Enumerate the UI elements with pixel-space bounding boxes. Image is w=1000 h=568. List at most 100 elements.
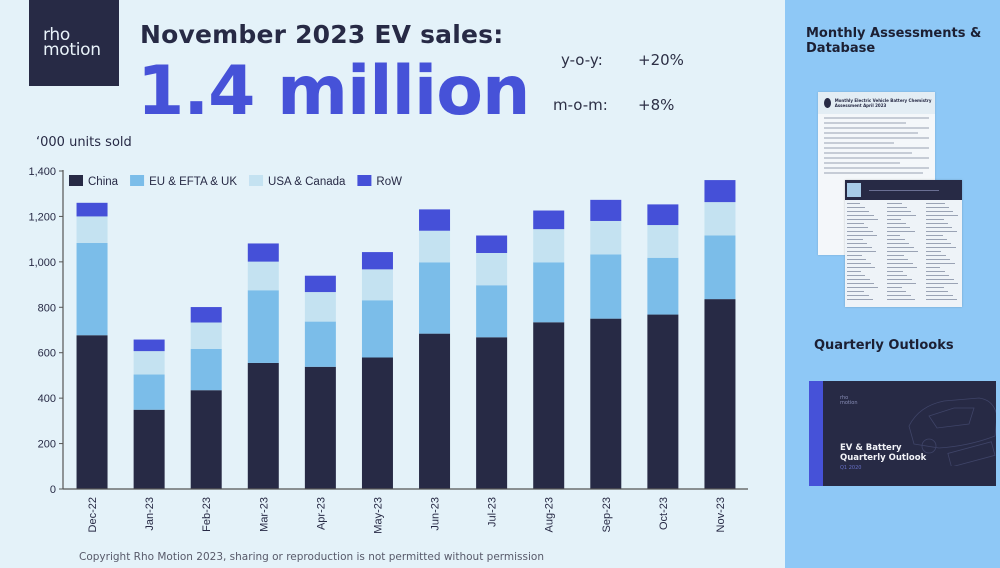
bar-segment-china-mar-23 bbox=[247, 362, 279, 489]
quarterly-outlooks-title: Quarterly Outlooks bbox=[814, 338, 954, 353]
copyright-notice: Copyright Rho Motion 2023, sharing or re… bbox=[79, 551, 544, 563]
y-tick-label: 1,200 bbox=[28, 211, 56, 223]
rho-motion-logo: rho motion bbox=[29, 0, 119, 86]
outlook-title: EV & Battery Quarterly Outlook bbox=[840, 443, 926, 463]
bar-segment-eu-efta-uk-jan-23 bbox=[133, 374, 165, 410]
database-header bbox=[845, 180, 962, 200]
doc-title: Monthly Electric Vehicle Battery Chemist… bbox=[834, 98, 932, 108]
bar-segment-row-nov-23 bbox=[704, 180, 736, 203]
database-thumbnail[interactable] bbox=[845, 180, 962, 307]
x-tick-label: May-23 bbox=[372, 497, 384, 534]
doc-logo-icon bbox=[824, 98, 831, 108]
legend-swatch-usa-canada bbox=[249, 175, 264, 186]
bar-segment-eu-efta-uk-nov-23 bbox=[704, 235, 736, 300]
bar-segment-eu-efta-uk-mar-23 bbox=[247, 290, 279, 363]
logo-line-2: motion bbox=[43, 40, 101, 60]
x-tick-label: Nov-23 bbox=[715, 497, 727, 532]
monthly-assessments-title-line2: Database bbox=[806, 41, 876, 56]
bar-segment-usa-canada-mar-23 bbox=[247, 261, 279, 291]
bar-segment-china-jan-23 bbox=[133, 409, 165, 489]
bar-segment-row-dec-22 bbox=[76, 202, 108, 217]
bar-segment-eu-efta-uk-sep-23 bbox=[590, 254, 622, 319]
quarterly-outlook-thumbnail[interactable]: rho motion EV & Battery Quarterly Outloo… bbox=[809, 381, 996, 486]
bar-segment-eu-efta-uk-apr-23 bbox=[304, 321, 336, 367]
bar-segment-usa-canada-oct-23 bbox=[647, 225, 679, 258]
outlook-stripe bbox=[809, 381, 823, 486]
bar-segment-usa-canada-feb-23 bbox=[190, 322, 222, 349]
bar-segment-usa-canada-jul-23 bbox=[476, 252, 508, 286]
bar-segment-row-feb-23 bbox=[190, 307, 222, 323]
bar-segment-china-jul-23 bbox=[476, 337, 508, 489]
yoy-label: y-o-y: bbox=[561, 51, 603, 69]
legend-label[interactable]: China bbox=[88, 176, 119, 188]
bar-segment-usa-canada-nov-23 bbox=[704, 202, 736, 236]
bar-segment-usa-canada-aug-23 bbox=[533, 229, 565, 263]
doc-header: Monthly Electric Vehicle Battery Chemist… bbox=[818, 92, 935, 114]
y-tick-label: 1,000 bbox=[28, 257, 56, 269]
x-tick-label: Sep-23 bbox=[601, 497, 613, 532]
bar-segment-usa-canada-dec-22 bbox=[76, 216, 108, 244]
bar-segment-row-aug-23 bbox=[533, 210, 565, 230]
x-tick-label: Jun-23 bbox=[430, 497, 442, 531]
bar-segment-eu-efta-uk-jun-23 bbox=[419, 262, 451, 334]
bar-segment-eu-efta-uk-oct-23 bbox=[647, 257, 679, 315]
yoy-value: +20% bbox=[638, 51, 684, 69]
monthly-assessments-title: Monthly Assessments & Database bbox=[806, 26, 981, 56]
x-tick-label: Feb-23 bbox=[201, 497, 213, 532]
y-tick-label: 0 bbox=[50, 484, 56, 496]
bar-segment-eu-efta-uk-dec-22 bbox=[76, 243, 108, 336]
bar-segment-row-mar-23 bbox=[247, 243, 279, 262]
legend-label[interactable]: RoW bbox=[376, 176, 402, 188]
database-table bbox=[845, 200, 962, 306]
bar-segment-row-apr-23 bbox=[304, 275, 336, 293]
big-number: 1.4 million bbox=[137, 52, 530, 131]
bar-segment-china-apr-23 bbox=[304, 366, 336, 489]
bar-segment-row-sep-23 bbox=[590, 199, 622, 221]
bar-segment-china-jun-23 bbox=[419, 333, 451, 489]
outlook-brand-line2: motion bbox=[840, 400, 858, 406]
outlook-title-line1: EV & Battery bbox=[840, 443, 902, 453]
y-tick-label: 800 bbox=[38, 302, 56, 314]
monthly-assessments-title-line1: Monthly Assessments & bbox=[806, 26, 982, 41]
x-tick-label: Dec-22 bbox=[87, 497, 99, 532]
bar-segment-china-dec-22 bbox=[76, 335, 108, 489]
bar-segment-usa-canada-may-23 bbox=[361, 269, 393, 301]
bar-segment-china-oct-23 bbox=[647, 314, 679, 489]
legend-label[interactable]: USA & Canada bbox=[268, 176, 346, 188]
legend-swatch-row bbox=[357, 175, 372, 186]
units-label: ‘000 units sold bbox=[36, 135, 132, 150]
y-tick-label: 400 bbox=[38, 393, 56, 405]
legend-label[interactable]: EU & EFTA & UK bbox=[149, 176, 237, 188]
outlook-title-line2: Quarterly Outlook bbox=[840, 453, 927, 463]
bar-segment-usa-canada-sep-23 bbox=[590, 220, 622, 255]
bar-segment-row-jul-23 bbox=[476, 235, 508, 253]
bar-segment-row-may-23 bbox=[361, 252, 393, 270]
headline: November 2023 EV sales: bbox=[140, 20, 504, 49]
database-logo-icon bbox=[847, 183, 861, 197]
x-tick-label: Mar-23 bbox=[258, 497, 270, 532]
bar-segment-eu-efta-uk-aug-23 bbox=[533, 262, 565, 323]
logo-line-1: rho bbox=[43, 25, 70, 45]
y-tick-label: 1,400 bbox=[28, 166, 56, 178]
mom-value: +8% bbox=[638, 96, 675, 114]
x-tick-label: Apr-23 bbox=[315, 497, 327, 530]
y-tick-label: 600 bbox=[38, 348, 56, 360]
bar-segment-usa-canada-jan-23 bbox=[133, 351, 165, 375]
x-tick-label: Aug-23 bbox=[544, 497, 556, 532]
x-tick-label: Jan-23 bbox=[144, 497, 156, 531]
car-outline-icon bbox=[908, 397, 996, 466]
bar-segment-china-aug-23 bbox=[533, 322, 565, 489]
stacked-bar-chart: Dec-22 Jan-23 Feb-23 Mar-23 Apr-23 May-23 Jun-… bbox=[28, 166, 748, 534]
bar-segment-china-sep-23 bbox=[590, 318, 622, 489]
bar-segment-usa-canada-apr-23 bbox=[304, 292, 336, 322]
bar-segment-eu-efta-uk-feb-23 bbox=[190, 348, 222, 391]
bar-segment-row-jan-23 bbox=[133, 339, 165, 352]
bar-segment-usa-canada-jun-23 bbox=[419, 230, 451, 263]
outlook-brand-line1: rho bbox=[840, 395, 849, 401]
bar-segment-china-may-23 bbox=[361, 357, 393, 489]
bar-segment-china-nov-23 bbox=[704, 299, 736, 489]
outlook-brand: rho motion bbox=[840, 396, 858, 406]
outlook-period: Q1 2020 bbox=[840, 465, 862, 471]
bar-segment-row-jun-23 bbox=[419, 209, 451, 231]
bar-segment-china-feb-23 bbox=[190, 390, 222, 489]
